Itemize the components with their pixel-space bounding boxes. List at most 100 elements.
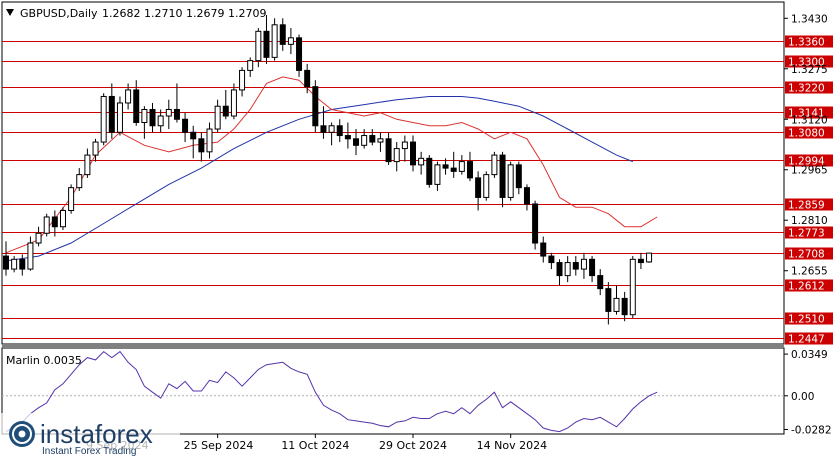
price-tick-label: 1.3120 — [791, 114, 828, 126]
candle-body — [35, 232, 42, 244]
candle-body — [182, 118, 189, 133]
candle — [523, 184, 530, 211]
candle — [182, 112, 189, 143]
date-tick-label: 11 Oct 2024 — [281, 439, 349, 452]
candle-body — [646, 252, 653, 263]
candle — [68, 184, 75, 214]
candle — [92, 138, 99, 162]
candle-body — [84, 154, 91, 176]
level-label-bg — [785, 226, 833, 239]
candle — [377, 132, 384, 152]
price-tick-label: 1.2965 — [791, 165, 828, 177]
candle-body — [100, 95, 107, 143]
candle-body — [458, 161, 465, 172]
candle — [450, 151, 457, 178]
candle-body — [418, 157, 425, 166]
candle-body — [385, 138, 392, 163]
candle-body — [580, 258, 587, 270]
candle — [214, 99, 221, 133]
candle-body — [540, 242, 547, 257]
oscillator-pane-frame — [1, 347, 785, 435]
candle — [434, 161, 441, 191]
candle-body — [556, 262, 563, 277]
indicator-label: Marlin 0.0035 — [6, 354, 82, 367]
candle — [483, 171, 490, 201]
candle — [361, 129, 368, 149]
candle — [515, 161, 522, 195]
level-label-bg — [785, 81, 833, 94]
candle-body — [475, 177, 482, 198]
level-label-bg — [785, 35, 833, 48]
candle — [466, 151, 473, 182]
level-label-bg — [785, 126, 833, 139]
level-label: 1.3300 — [788, 57, 825, 69]
candle — [320, 106, 327, 139]
candle-body — [336, 125, 343, 137]
candle — [564, 256, 571, 283]
candle — [255, 28, 262, 68]
candle — [646, 252, 653, 263]
candle-body — [507, 164, 514, 198]
level-label: 1.3360 — [788, 37, 825, 49]
candle — [336, 119, 343, 143]
candle-body — [523, 187, 530, 205]
candle-body — [328, 125, 335, 133]
candle — [198, 132, 205, 162]
candle-body — [613, 297, 620, 312]
candle-body — [76, 174, 83, 189]
price-tick-label: 1.2655 — [791, 266, 828, 278]
candle — [475, 171, 482, 211]
candle-body — [369, 135, 376, 143]
candle — [369, 129, 376, 146]
candle-body — [564, 262, 571, 277]
level-label-bg — [785, 332, 833, 345]
candle — [344, 122, 351, 149]
candle — [353, 129, 360, 156]
candle — [312, 80, 319, 133]
candle — [548, 252, 555, 270]
candle — [108, 83, 115, 139]
candle — [239, 67, 246, 97]
candle-body — [255, 30, 262, 62]
oscillator-tick-label: -0.0282 — [791, 424, 832, 436]
candle-body — [377, 138, 384, 143]
watermark: instaforex Instant Forex Trading — [0, 413, 180, 459]
candle-body — [133, 89, 140, 124]
candle-body — [116, 102, 123, 133]
candle-body — [59, 209, 66, 228]
candle — [157, 109, 164, 133]
candle-body — [19, 258, 26, 270]
price-tick-label: 1.2810 — [791, 215, 828, 227]
candle-body — [108, 95, 115, 133]
candle — [287, 28, 294, 55]
ma-fast-line — [5, 76, 658, 254]
symbol-dropdown-icon[interactable] — [6, 9, 14, 16]
candle-body — [532, 203, 539, 244]
level-label: 1.2708 — [788, 249, 825, 261]
level-label: 1.2447 — [788, 334, 825, 346]
symbol-label: GBPUSD,Daily — [20, 7, 98, 20]
candle — [51, 210, 58, 237]
level-label: 1.2612 — [788, 281, 825, 293]
date-tick-label: 25 Sep 2024 — [184, 439, 254, 452]
level-label: 1.3141 — [788, 108, 825, 120]
oscillator-tick-label: 0.00 — [791, 391, 814, 403]
candle-body — [279, 24, 286, 45]
candle-body — [621, 297, 628, 316]
candle — [621, 291, 628, 322]
candle-body — [206, 128, 213, 153]
candle-body — [173, 108, 180, 120]
candle-body — [312, 86, 319, 127]
candle-body — [548, 255, 555, 264]
date-tick-label: 29 Oct 2024 — [379, 439, 447, 452]
candle — [206, 122, 213, 159]
candle-body — [125, 89, 132, 104]
candle — [173, 83, 180, 123]
candle — [540, 236, 547, 263]
level-label: 1.2510 — [788, 314, 825, 326]
level-label-bg — [785, 312, 833, 325]
watermark-brand: instaforex — [40, 419, 153, 449]
candle — [426, 155, 433, 188]
